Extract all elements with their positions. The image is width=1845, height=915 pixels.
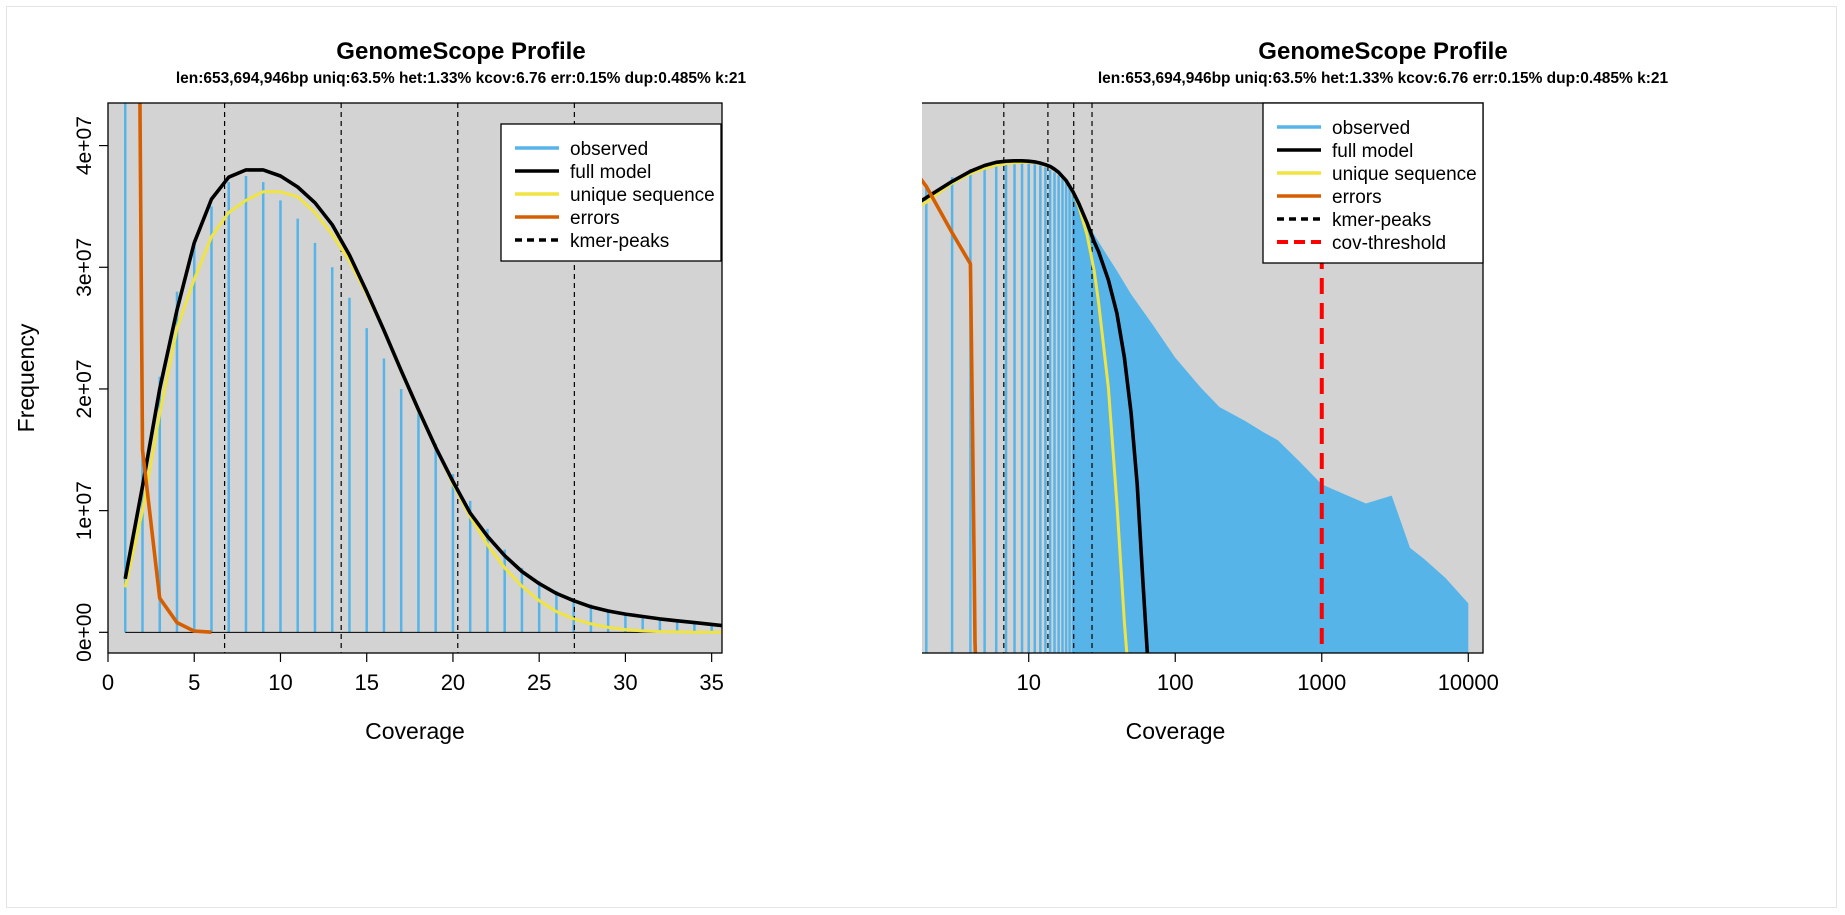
series-line-errors xyxy=(138,103,212,634)
legend-label: unique sequence xyxy=(570,185,715,206)
plot-content xyxy=(922,103,1469,653)
series-line-full-model xyxy=(123,168,722,628)
observed-area xyxy=(1072,190,1469,653)
x-tick-label: 5 xyxy=(188,670,200,695)
chart-title: GenomeScope Profile xyxy=(1258,38,1508,65)
x-axis-label: Coverage xyxy=(365,718,465,744)
x-tick-label: 25 xyxy=(527,670,551,695)
legend-label: full model xyxy=(570,162,651,183)
legend-label: cov-threshold xyxy=(1332,233,1446,254)
legend-label: kmer-peaks xyxy=(570,231,669,252)
legend-label: errors xyxy=(570,208,620,229)
chart-subtitle: len:653,694,946bp uniq:63.5% het:1.33% k… xyxy=(175,70,747,87)
x-tick-label: 10000 xyxy=(1438,670,1499,695)
x-tick-label: 10 xyxy=(1016,670,1040,695)
legend-box xyxy=(1262,102,1484,264)
legend-label: observed xyxy=(1332,118,1410,139)
x-tick-label: 10 xyxy=(268,670,292,695)
chart-panel-linear: GenomeScope Profile len:653,694,946bp un… xyxy=(0,0,922,915)
chart-title: GenomeScope Profile xyxy=(336,38,586,65)
x-tick-label: 1000 xyxy=(1297,670,1346,695)
y-tick-label: 2e+07 xyxy=(73,359,96,418)
chart-subtitle: len:653,694,946bp uniq:63.5% het:1.33% k… xyxy=(1097,70,1669,87)
legend-label: kmer-peaks xyxy=(1332,210,1431,231)
y-axis-label: Frequency xyxy=(13,323,39,432)
series-line-full-model xyxy=(922,159,1150,653)
x-tick-label: 15 xyxy=(354,670,378,695)
legend-label: full model xyxy=(1332,141,1413,162)
chart-panel-log: GenomeScope Profile len:653,694,946bp un… xyxy=(922,0,1844,915)
y-tick-label: 0e+00 xyxy=(73,603,96,662)
y-tick-label: 3e+07 xyxy=(73,238,96,297)
x-tick-label: 20 xyxy=(441,670,465,695)
y-tick-label: 1e+07 xyxy=(73,481,96,540)
legend-label: observed xyxy=(570,139,648,160)
x-tick-label: 35 xyxy=(699,670,723,695)
x-tick-label: 0 xyxy=(102,670,114,695)
plot-content xyxy=(123,103,722,653)
chart-linear-svg: 0 5 10 15 20 25 30 35 0e+00 1e+07 2e+07 3e+07 4e+07 C… xyxy=(13,102,724,744)
legend-label: errors xyxy=(1332,187,1382,208)
series-line-errors xyxy=(922,177,978,653)
plot-border xyxy=(107,102,723,654)
x-tick-label: 30 xyxy=(613,670,637,695)
x-tick-label: 100 xyxy=(1157,670,1194,695)
legend-label: unique sequence xyxy=(1332,164,1477,185)
y-tick-label: 4e+07 xyxy=(73,116,96,175)
x-axis-label: Coverage xyxy=(1126,718,1226,744)
chart-log-svg: 1101001000100001e+001e+021e+041e+061e+08… xyxy=(922,102,1499,744)
